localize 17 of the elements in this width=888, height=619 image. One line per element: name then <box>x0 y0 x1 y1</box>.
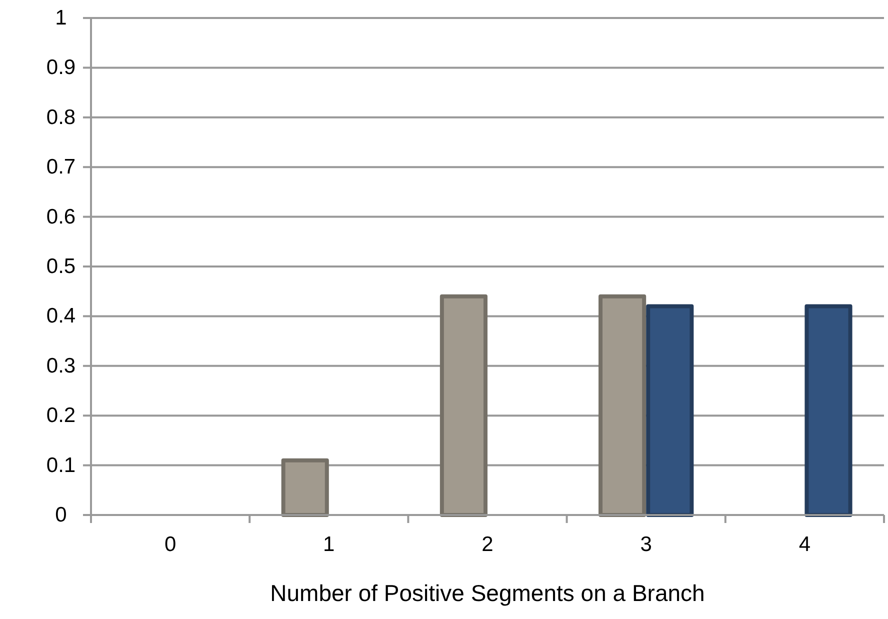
y-tick-label: 0.5 <box>46 255 76 278</box>
y-tick-label: 0.2 <box>46 404 76 428</box>
y-tick-label: 1 <box>55 6 67 30</box>
y-tick-label: 0.4 <box>46 304 76 328</box>
x-tick-label: 4 <box>798 533 811 556</box>
y-tick-label: 0 <box>55 504 67 526</box>
y-tick-label: 0.7 <box>46 156 76 179</box>
y-tick-label: 0.9 <box>46 56 76 80</box>
x-tick-label: 2 <box>482 533 494 556</box>
x-tick-label: 3 <box>640 533 652 556</box>
y-tick-label: 0.3 <box>46 354 76 378</box>
x-tick-label: 1 <box>323 533 335 556</box>
y-tick-label: 0.8 <box>46 106 76 129</box>
x-axis-title: Number of Positive Segments on a Branch <box>270 580 705 606</box>
x-tick-label: 0 <box>164 533 176 556</box>
y-tick-label: 0.1 <box>46 454 76 477</box>
y-tick-label: 0.6 <box>46 205 76 228</box>
